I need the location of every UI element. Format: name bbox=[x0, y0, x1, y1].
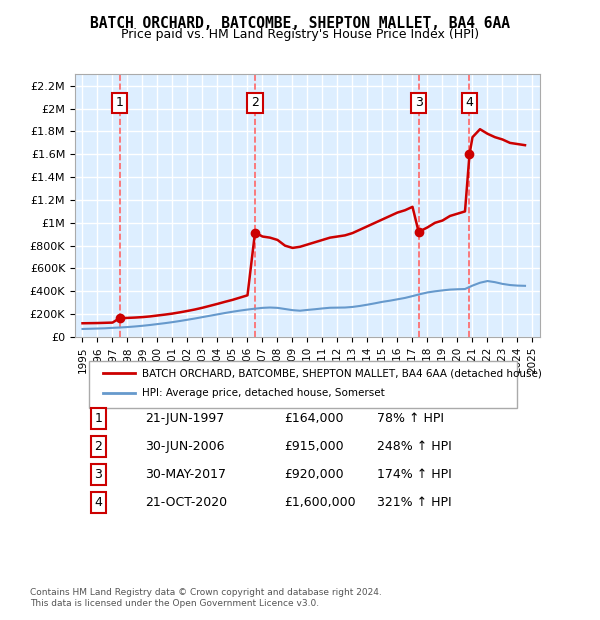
Text: BATCH ORCHARD, BATCOMBE, SHEPTON MALLET, BA4 6AA: BATCH ORCHARD, BATCOMBE, SHEPTON MALLET,… bbox=[90, 16, 510, 30]
Text: £164,000: £164,000 bbox=[284, 412, 344, 425]
Text: 30-JUN-2006: 30-JUN-2006 bbox=[145, 440, 224, 453]
Text: 4: 4 bbox=[94, 496, 102, 509]
Text: £915,000: £915,000 bbox=[284, 440, 344, 453]
Text: 174% ↑ HPI: 174% ↑ HPI bbox=[377, 468, 452, 481]
Text: £920,000: £920,000 bbox=[284, 468, 344, 481]
Text: 2: 2 bbox=[251, 97, 259, 110]
FancyBboxPatch shape bbox=[89, 361, 517, 408]
Text: HPI: Average price, detached house, Somerset: HPI: Average price, detached house, Some… bbox=[142, 388, 385, 398]
Text: 3: 3 bbox=[94, 468, 102, 481]
Text: 2: 2 bbox=[94, 440, 102, 453]
Text: 248% ↑ HPI: 248% ↑ HPI bbox=[377, 440, 452, 453]
Text: 4: 4 bbox=[466, 97, 473, 110]
Text: Price paid vs. HM Land Registry's House Price Index (HPI): Price paid vs. HM Land Registry's House … bbox=[121, 28, 479, 41]
Text: 1: 1 bbox=[116, 97, 124, 110]
Text: 30-MAY-2017: 30-MAY-2017 bbox=[145, 468, 226, 481]
Text: 321% ↑ HPI: 321% ↑ HPI bbox=[377, 496, 452, 509]
Text: Contains HM Land Registry data © Crown copyright and database right 2024.
This d: Contains HM Land Registry data © Crown c… bbox=[30, 588, 382, 608]
Text: 3: 3 bbox=[415, 97, 422, 110]
Text: 21-JUN-1997: 21-JUN-1997 bbox=[145, 412, 224, 425]
Text: £1,600,000: £1,600,000 bbox=[284, 496, 356, 509]
Text: BATCH ORCHARD, BATCOMBE, SHEPTON MALLET, BA4 6AA (detached house): BATCH ORCHARD, BATCOMBE, SHEPTON MALLET,… bbox=[142, 368, 542, 378]
Text: 21-OCT-2020: 21-OCT-2020 bbox=[145, 496, 227, 509]
Text: 1: 1 bbox=[94, 412, 102, 425]
Text: 78% ↑ HPI: 78% ↑ HPI bbox=[377, 412, 444, 425]
